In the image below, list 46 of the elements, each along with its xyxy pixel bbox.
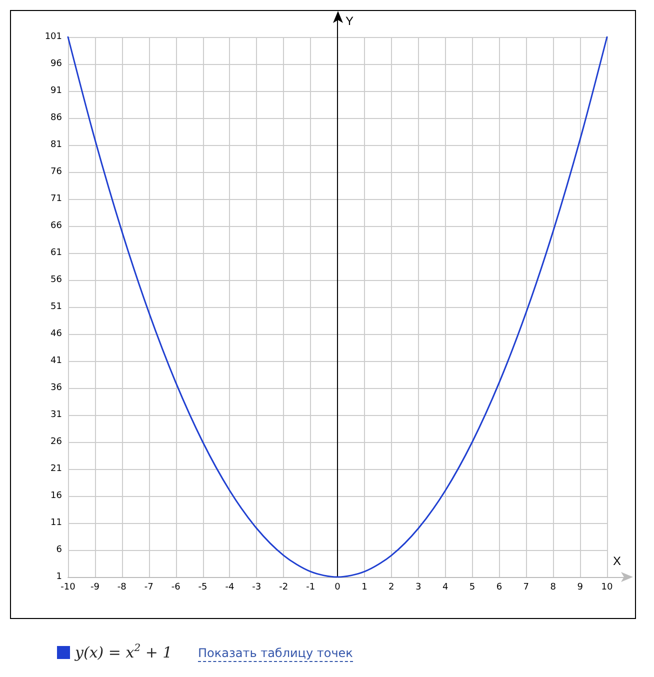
x-tick-label: -4 bbox=[225, 582, 234, 592]
x-tick-label: -6 bbox=[171, 582, 181, 592]
y-tick-label: 51 bbox=[50, 302, 62, 312]
x-tick-label: 10 bbox=[601, 582, 613, 592]
y-tick-label: 71 bbox=[50, 194, 62, 204]
x-tick-label: 0 bbox=[334, 582, 341, 592]
y-tick-label: 16 bbox=[50, 491, 62, 501]
x-tick-label: -3 bbox=[252, 582, 262, 592]
x-tick-label: 2 bbox=[388, 582, 394, 592]
x-tick-label: 8 bbox=[550, 582, 556, 592]
y-tick-label: 91 bbox=[50, 86, 62, 96]
line-series bbox=[67, 36, 608, 578]
x-tick-label: 5 bbox=[469, 582, 476, 592]
text: Показать таблицу точек bbox=[198, 646, 353, 662]
y-axis-title: Y bbox=[346, 14, 354, 28]
x-tick-label: -7 bbox=[144, 582, 154, 592]
x-axis-title: X bbox=[613, 554, 622, 568]
x-tick-label: -8 bbox=[117, 582, 127, 592]
y-tick-label: 61 bbox=[50, 248, 62, 258]
x-tick-label: 3 bbox=[415, 582, 422, 592]
y-tick-label: 1 bbox=[56, 572, 62, 582]
y-tick-label: 66 bbox=[50, 221, 62, 231]
x-tick-label: -5 bbox=[198, 582, 208, 592]
y-tick-label: 6 bbox=[56, 545, 62, 555]
x-tick-label: -9 bbox=[90, 582, 100, 592]
y-tick-label: 76 bbox=[50, 167, 62, 177]
y-tick-label: 96 bbox=[50, 59, 62, 69]
y-tick-label: 26 bbox=[50, 437, 62, 447]
y-tick-label: 81 bbox=[50, 140, 62, 150]
y-tick-label: 36 bbox=[50, 383, 62, 393]
x-tick-label: 1 bbox=[362, 582, 368, 592]
x-tick-label: 6 bbox=[496, 582, 502, 592]
x-tick-label: 7 bbox=[523, 582, 530, 592]
y-tick-label: 11 bbox=[50, 518, 62, 528]
y-tick-label: 86 bbox=[50, 113, 62, 123]
x-tick-label: 4 bbox=[442, 582, 448, 592]
x-tick-label: -2 bbox=[279, 582, 288, 592]
y-tick-label: 46 bbox=[50, 329, 62, 339]
x-tick-label: 9 bbox=[577, 582, 584, 592]
y-tick-label: 21 bbox=[50, 464, 62, 474]
x-tick-label: -10 bbox=[60, 582, 76, 592]
x-tick-label: -1 bbox=[306, 582, 316, 592]
y-tick-label: 101 bbox=[44, 32, 62, 42]
y-tick-label: 31 bbox=[50, 410, 62, 420]
y-tick-label: 56 bbox=[50, 275, 62, 285]
y-tick-label: 41 bbox=[50, 356, 62, 366]
